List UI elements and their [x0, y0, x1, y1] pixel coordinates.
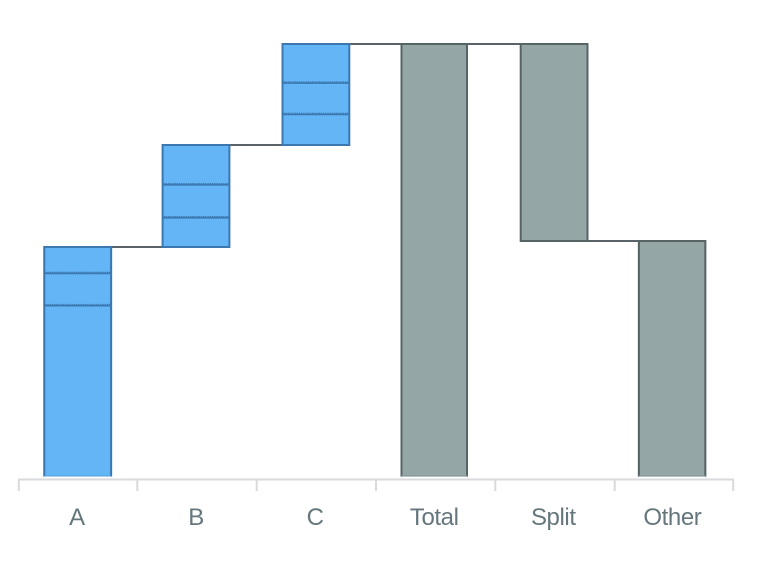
- svg-text:Total: Total: [410, 504, 459, 531]
- svg-text:B: B: [188, 504, 204, 531]
- svg-text:C: C: [307, 504, 324, 531]
- svg-text:A: A: [69, 504, 85, 531]
- svg-text:Split: Split: [531, 504, 576, 531]
- svg-text:Other: Other: [643, 504, 701, 531]
